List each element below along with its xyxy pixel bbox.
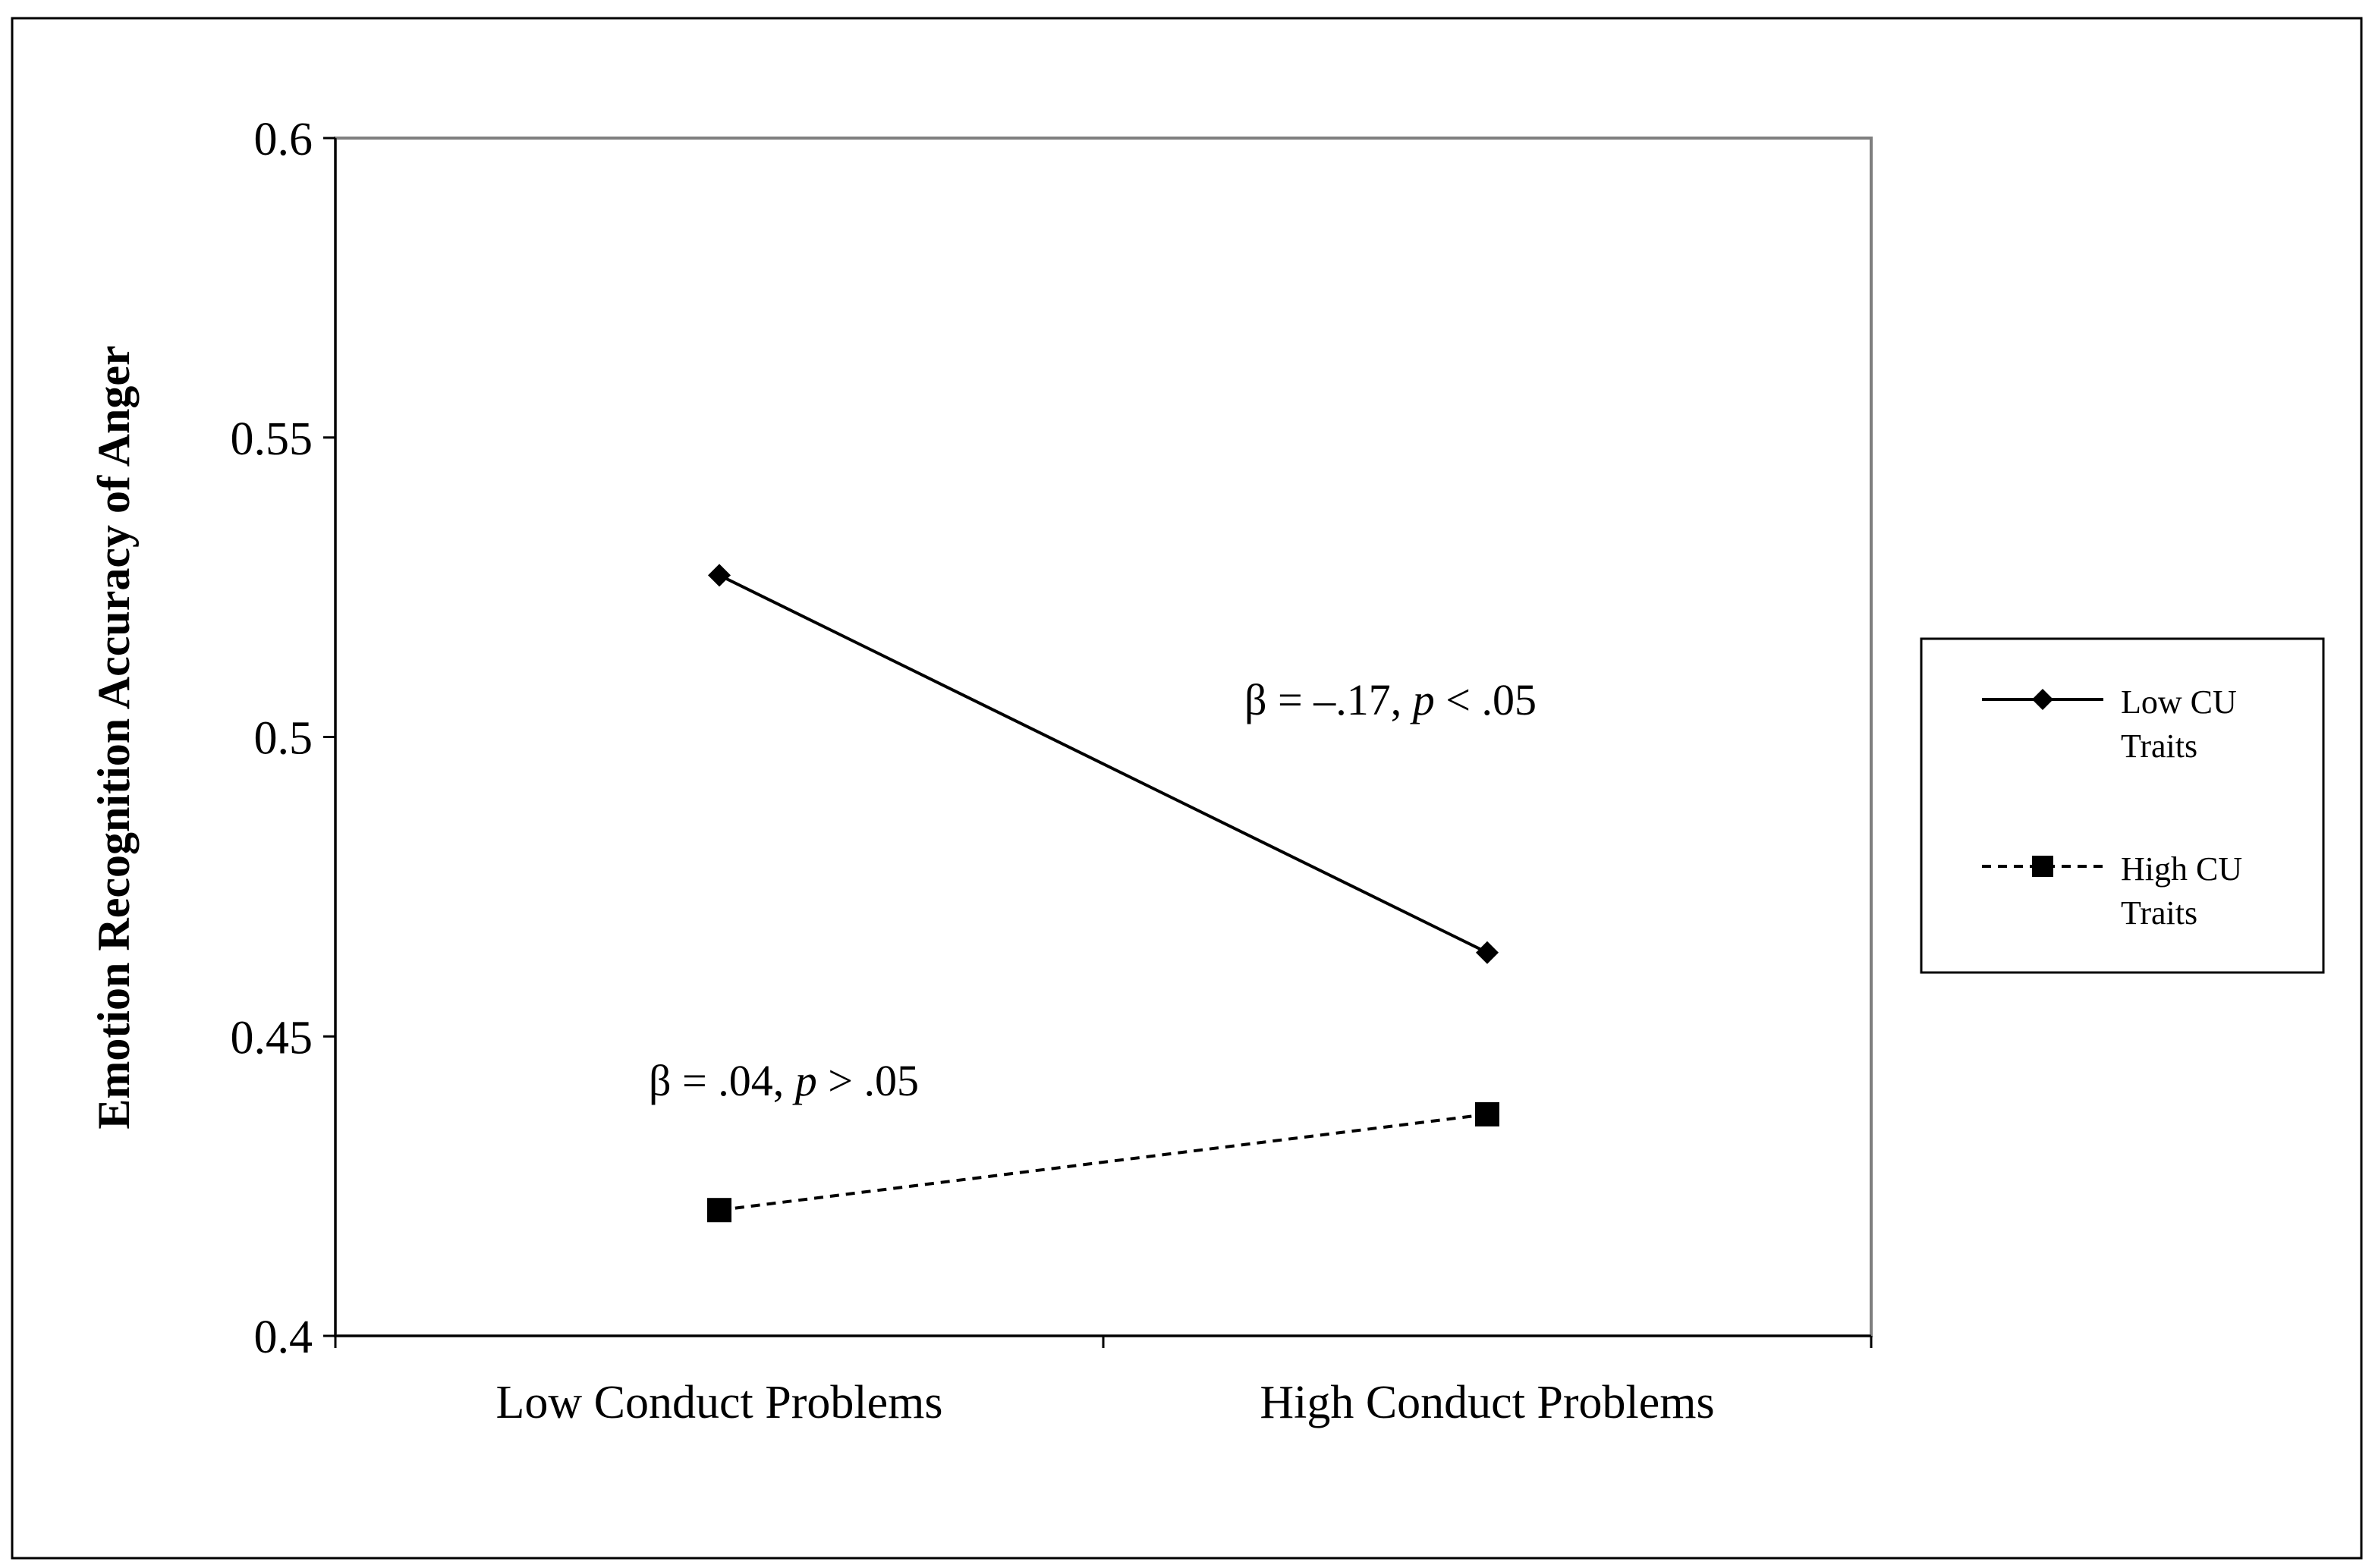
y-tick-label: 0.4 [254,1312,313,1363]
legend: Low CU Traits High CU Traits [1920,637,2325,974]
high-cu-annotation: β = .04, p > .05 [649,1056,919,1105]
y-tick-label: 0.55 [231,413,313,465]
legend-label-line2: Traits [2121,727,2197,765]
series-layer [707,564,1499,1223]
data-point-square [1475,1101,1499,1127]
legend-item-high-cu: High CU Traits [1982,850,2242,932]
figure-border [11,17,2363,1560]
y-tick-label: 0.45 [231,1012,313,1064]
x-tick-label: High Conduct Problems [1260,1377,1714,1428]
data-point-diamond [1476,941,1499,964]
plot-area [334,137,1873,1337]
legend-label-line2: Traits [2121,894,2197,932]
legend-box [1920,637,2325,974]
legend-label-line1: Low CU [2121,683,2237,721]
data-point-square [707,1198,731,1223]
diamond-marker-icon [2032,689,2053,710]
y-axis-label: Emotion Recognition Accuracy of Anger [89,345,139,1129]
square-marker-icon [2032,856,2053,877]
low-cu-annotation: β = –.17, p < .05 [1244,675,1537,724]
data-point-diamond [708,564,731,587]
x-tick-label: Low Conduct Problems [496,1377,943,1428]
y-tick-label: 0.6 [254,114,313,165]
series-line-high-cu [719,1112,1488,1212]
legend-item-low-cu: Low CU Traits [1982,683,2237,765]
y-tick-label: 0.5 [254,713,313,765]
x-axis-ticks: Low Conduct Problems High Conduct Problem… [334,1336,1873,1428]
series-line-low-cu [719,573,1488,954]
legend-label-line1: High CU [2121,850,2242,888]
y-axis-ticks: 0.4 0.45 0.5 0.55 0.6 [231,114,335,1363]
